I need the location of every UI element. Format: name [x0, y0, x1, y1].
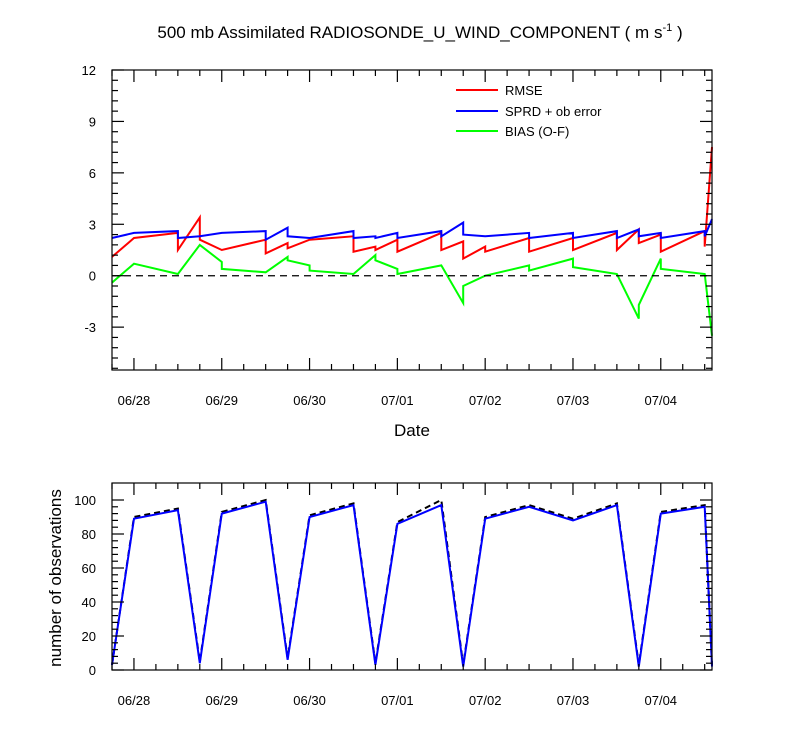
y-tick-label: 12: [82, 63, 96, 78]
date-tick-label: 07/01: [381, 393, 414, 408]
bottom-series-lines: [111, 498, 713, 667]
chart-title-main: 500 mb Assimilated RADIOSONDE_U_WIND_COM…: [157, 23, 662, 42]
date-tick-label: 07/02: [469, 693, 502, 708]
date-tick-label: 07/04: [645, 693, 678, 708]
y-tick-label: 0: [89, 663, 96, 678]
date-tick-label: 06/29: [205, 693, 238, 708]
date-tick-label: 06/28: [118, 693, 151, 708]
bottom-plot-frame: [111, 482, 713, 671]
date-tick-label: 06/30: [293, 693, 326, 708]
y-tick-label: 0: [89, 269, 96, 284]
y-tick-label: 60: [82, 561, 96, 576]
y-tick-label: 9: [89, 114, 96, 129]
top-axis-ticks: -3 0 3 6 9 12 06/28 06/29 06/30 07/01 07/02 07/03 07…: [82, 63, 712, 408]
top-panel: -3 0 3 6 9 12 06/28 06/29 06/30 07/01 07/02 07/03 07…: [82, 63, 713, 440]
x-axis-label: Date: [394, 421, 430, 440]
date-tick-label: 06/29: [205, 393, 238, 408]
legend-label-bias: BIAS (O-F): [505, 124, 569, 139]
y-tick-label: -3: [84, 320, 96, 335]
y-tick-label: 40: [82, 595, 96, 610]
date-tick-label: 06/30: [293, 393, 326, 408]
date-tick-label: 07/03: [557, 693, 590, 708]
y-tick-label: 6: [89, 166, 96, 181]
chart-title: 500 mb Assimilated RADIOSONDE_U_WIND_COM…: [157, 22, 682, 42]
series-line-sprd-ob-error: [111, 218, 713, 242]
date-tick-label: 07/04: [645, 393, 678, 408]
y-tick-label: 80: [82, 527, 96, 542]
chart-title-superscript: -1: [662, 22, 672, 34]
top-series-lines: [111, 147, 713, 336]
date-tick-label: 07/03: [557, 393, 590, 408]
y-axis-label-observations: number of observations: [46, 489, 65, 667]
date-tick-label: 06/28: [118, 393, 151, 408]
y-tick-label: 100: [74, 493, 96, 508]
top-plot-frame: [111, 69, 713, 371]
series-line-observations-possible: [111, 498, 713, 666]
date-tick-label: 07/01: [381, 693, 414, 708]
y-tick-label: 20: [82, 629, 96, 644]
legend-label-sprd: SPRD + ob error: [505, 104, 602, 119]
series-line-rmse: [111, 147, 713, 261]
chart-title-end: ): [672, 23, 682, 42]
series-line-bias-o-f: [111, 243, 713, 336]
legend-label-rmse: RMSE: [505, 83, 543, 98]
legend: RMSE SPRD + ob error BIAS (O-F): [456, 83, 602, 139]
date-tick-label: 07/02: [469, 393, 502, 408]
series-line-observations-used: [111, 500, 713, 667]
bottom-panel: 0 20 40 60 80 100 06/28 06/29 06/30 07/01 07/02 07/…: [46, 482, 713, 708]
y-tick-label: 3: [89, 217, 96, 232]
bottom-axis-ticks: 0 20 40 60 80 100 06/28 06/29 06/30 07/01 07/02 07/…: [74, 483, 712, 708]
